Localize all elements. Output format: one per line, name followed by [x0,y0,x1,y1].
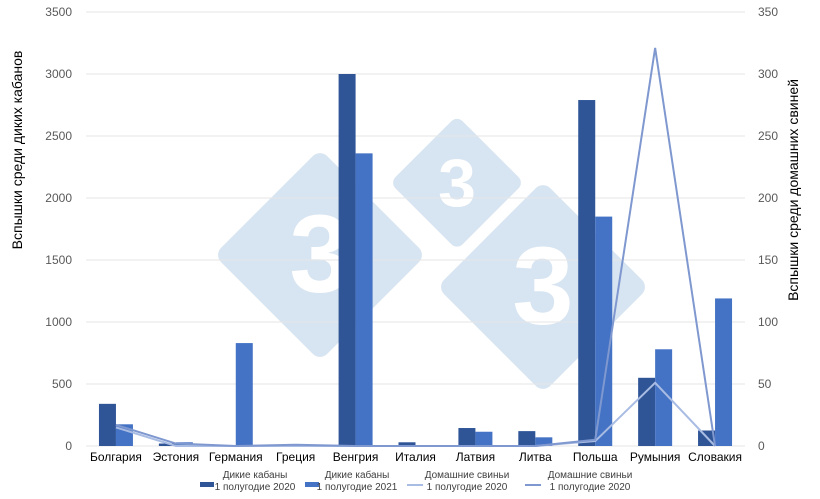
category-label: Греция [276,450,315,464]
category-label: Венгрия [333,450,379,464]
legend-label: 1 полугодие 2020 [427,482,508,493]
left-axis-ticks: 0 500 1000 1500 2000 2500 3000 3500 [45,5,72,453]
category-label: Словакия [688,450,742,464]
left-tick-label: 1500 [45,253,72,267]
right-tick-label: 300 [758,67,778,81]
legend-label: Дикие кабаны [325,469,390,481]
bar [158,443,176,446]
right-tick-label: 0 [758,439,765,453]
svg-text:3: 3 [512,225,573,348]
left-tick-label: 2000 [45,191,72,205]
bars [98,74,733,447]
legend-label: 1 полугодие 2020 [215,482,296,493]
category-labels: Болгария Эстония Германия Греция Венгрия Итал… [90,450,742,464]
legend-label: 1 полугодие 2021 [317,482,398,493]
bar [655,349,673,446]
bar [458,428,476,446]
legend-label: 1 полугодие 2020 [550,482,631,493]
category-label: Литва [519,450,552,464]
bar [355,153,373,447]
left-axis-title: Вспышки среди диких кабанов [9,51,25,250]
legend-swatch [305,482,319,487]
bar [338,74,356,446]
left-tick-label: 3000 [45,67,72,81]
right-axis-ticks: 0 50 100 150 200 250 300 350 [758,5,778,453]
bar [578,100,596,446]
right-tick-label: 100 [758,315,778,329]
bar [595,216,613,446]
series-lines [115,47,717,448]
category-label: Румыния [630,450,681,464]
bar [518,431,536,446]
left-tick-label: 3500 [45,5,72,19]
svg-text:3: 3 [438,145,476,221]
right-tick-label: 350 [758,5,778,19]
gridlines [86,11,745,447]
bar [715,298,733,446]
left-tick-label: 0 [65,439,72,453]
series-line [115,381,716,447]
category-label: Эстония [153,450,200,464]
legend-label: Дикие кабаны [223,469,288,481]
bar [535,437,553,446]
right-tick-label: 150 [758,253,778,267]
right-tick-label: 200 [758,191,778,205]
category-label: Италия [395,450,436,464]
legend-label: Домашние свиньи [548,470,633,481]
left-tick-label: 1000 [45,315,72,329]
legend-swatch [200,482,214,487]
category-label: Германия [209,450,263,464]
bar [98,403,116,446]
left-tick-label: 2500 [45,129,72,143]
bar [235,343,253,446]
category-label: Болгария [90,450,142,464]
right-tick-label: 50 [758,377,772,391]
right-axis-title: Вспышки среди домашних свиней [785,79,801,301]
category-label: Польша [573,450,618,464]
bar [398,442,416,446]
category-label: Латвия [456,450,495,464]
left-tick-label: 500 [52,377,72,391]
bar [638,377,656,446]
bar [475,431,493,446]
legend-label: Домашние свиньи [425,470,510,481]
series-line [115,47,717,448]
right-tick-label: 250 [758,129,778,143]
